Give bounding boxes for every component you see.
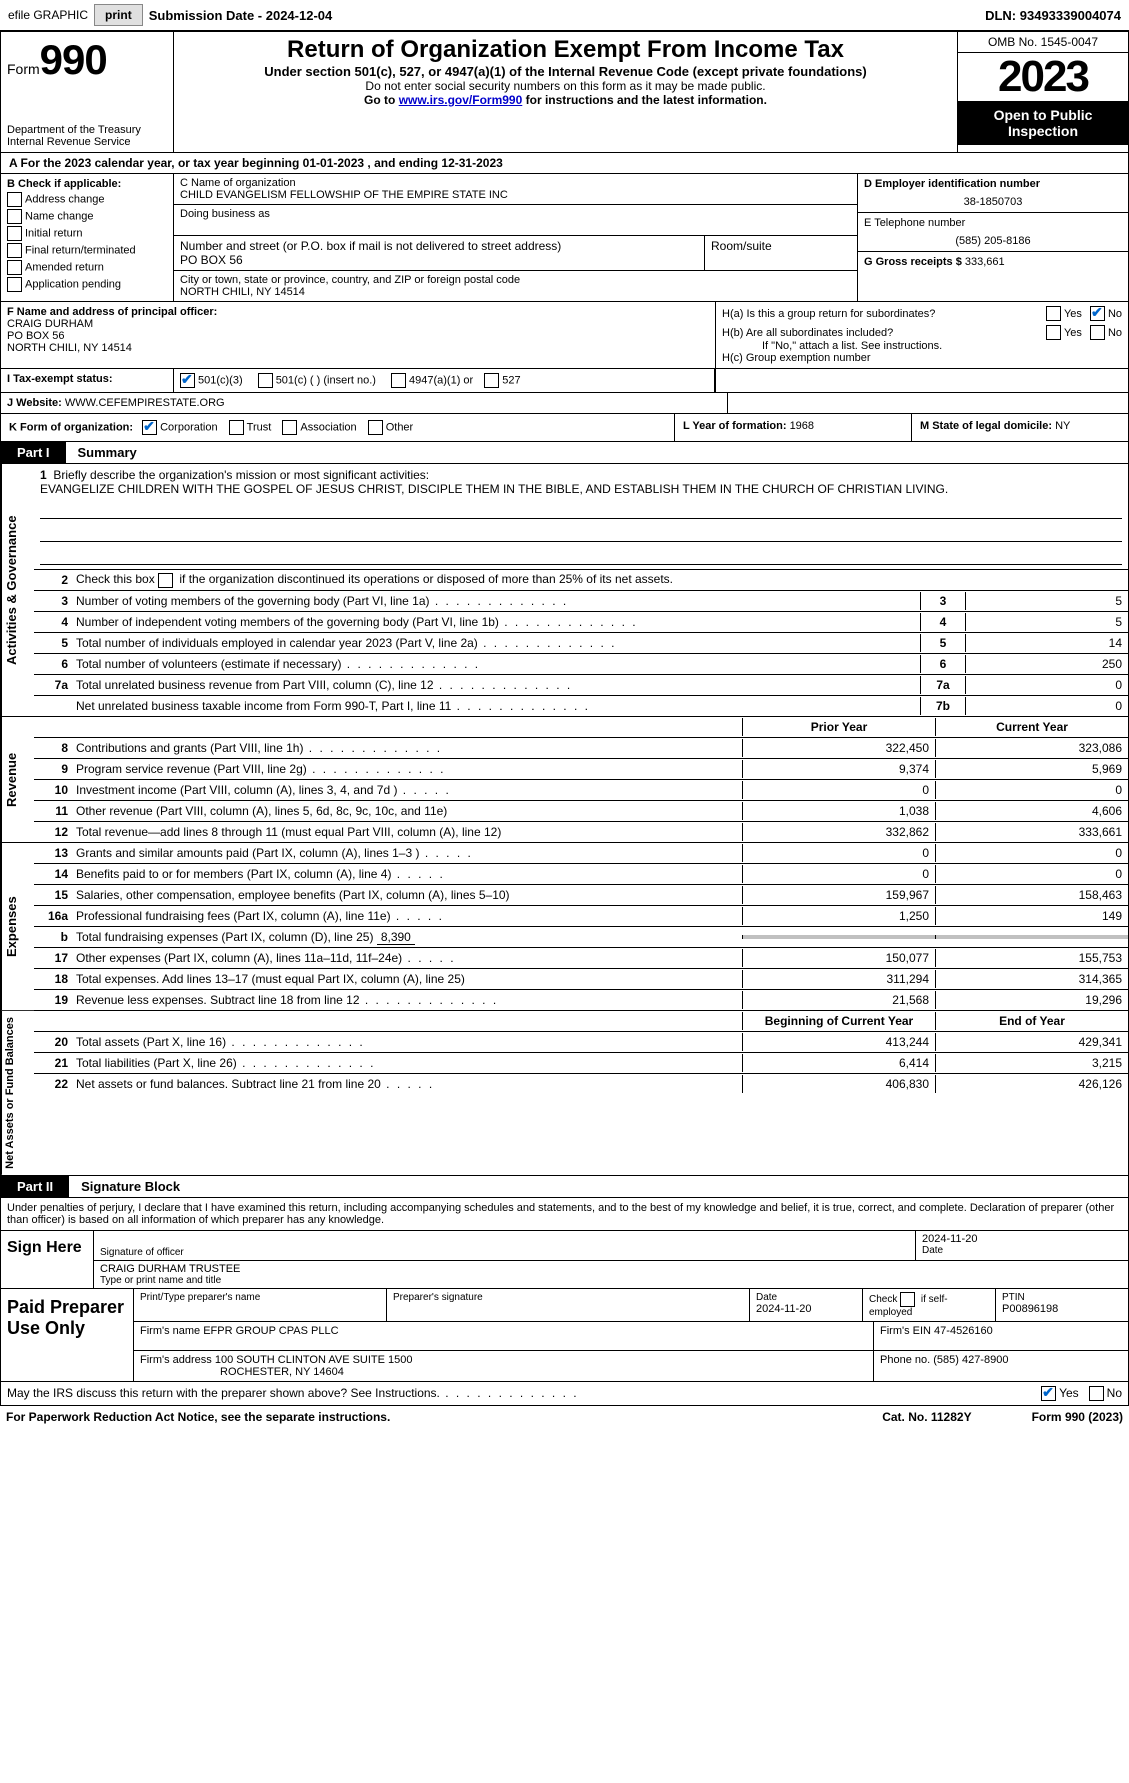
- governance-tab: Activities & Governance: [1, 464, 34, 716]
- checkbox-assoc[interactable]: [282, 420, 297, 435]
- checkbox-discontinued[interactable]: [158, 573, 173, 588]
- revenue-section: Revenue Prior YearCurrent Year 8Contribu…: [0, 717, 1129, 843]
- box-i-label: I Tax-exempt status:: [1, 369, 174, 392]
- sign-date: 2024-11-20: [922, 1233, 1122, 1245]
- checkbox-501c3[interactable]: [180, 373, 195, 388]
- form-title: Return of Organization Exempt From Incom…: [180, 36, 951, 64]
- revenue-tab: Revenue: [1, 717, 34, 842]
- ptin-value: P00896198: [1002, 1303, 1122, 1315]
- gross-receipts: 333,661: [965, 256, 1005, 268]
- checkbox-app-pending[interactable]: [7, 277, 22, 292]
- phone-value: (585) 205-8186: [864, 229, 1122, 247]
- discuss-row: May the IRS discuss this return with the…: [0, 1382, 1129, 1406]
- expenses-tab: Expenses: [1, 843, 34, 1010]
- expenses-section: Expenses 13Grants and similar amounts pa…: [0, 843, 1129, 1011]
- checkbox-trust[interactable]: [229, 420, 244, 435]
- open-public-badge: Open to Public Inspection: [958, 101, 1128, 145]
- dln: DLN: 93493339004074: [985, 8, 1121, 23]
- box-i-options: 501(c)(3) 501(c) ( ) (insert no.) 4947(a…: [174, 369, 715, 392]
- signature-section: Under penalties of perjury, I declare th…: [0, 1198, 1129, 1289]
- ein-value: 38-1850703: [864, 190, 1122, 208]
- officer-block: F Name and address of principal officer:…: [0, 302, 1129, 369]
- line6-value: 250: [965, 655, 1128, 673]
- paid-preparer-section: Paid Preparer Use Only Print/Type prepar…: [0, 1289, 1129, 1382]
- sign-here-label: Sign Here: [1, 1231, 94, 1288]
- efile-label: efile GRAPHIC: [8, 8, 88, 22]
- org-city: NORTH CHILI, NY 14514: [180, 286, 851, 298]
- irs-link[interactable]: www.irs.gov/Form990: [399, 93, 523, 107]
- tax-period: A For the 2023 calendar year, or tax yea…: [0, 153, 1129, 174]
- checkbox-discuss-no[interactable]: [1089, 1386, 1104, 1401]
- penalties-text: Under penalties of perjury, I declare th…: [1, 1198, 1128, 1231]
- firm-phone: (585) 427-8900: [933, 1354, 1008, 1366]
- ssn-note: Do not enter social security numbers on …: [180, 79, 951, 93]
- instructions-link: Go to www.irs.gov/Form990 for instructio…: [180, 93, 951, 107]
- checkbox-self-employed[interactable]: [900, 1292, 915, 1307]
- box-c: C Name of organization CHILD EVANGELISM …: [174, 174, 858, 301]
- line5-value: 14: [965, 634, 1128, 652]
- line4-value: 5: [965, 613, 1128, 631]
- form-header: Form990 Department of the Treasury Inter…: [0, 31, 1129, 153]
- box-d: D Employer identification number 38-1850…: [858, 174, 1128, 213]
- line7b-value: 0: [965, 697, 1128, 715]
- box-m: M State of legal domicile: NY: [912, 414, 1128, 441]
- print-button[interactable]: print: [94, 4, 143, 26]
- status-block: I Tax-exempt status: 501(c)(3) 501(c) ( …: [0, 369, 1129, 393]
- officer-printed-name: CRAIG DURHAM TRUSTEE: [100, 1263, 1122, 1275]
- checkbox-amended[interactable]: [7, 260, 22, 275]
- checkbox-501c[interactable]: [258, 373, 273, 388]
- part1-header: Part I Summary: [0, 442, 1129, 464]
- box-l: L Year of formation: 1968: [675, 414, 912, 441]
- line7a-value: 0: [965, 676, 1128, 694]
- klm-row: K Form of organization: Corporation Trus…: [0, 414, 1129, 442]
- checkbox-527[interactable]: [484, 373, 499, 388]
- form-number: Form990: [7, 36, 167, 84]
- top-bar: efile GRAPHIC print Submission Date - 20…: [0, 0, 1129, 31]
- omb-number: OMB No. 1545-0047: [958, 32, 1128, 53]
- box-k: K Form of organization: Corporation Trus…: [1, 414, 675, 441]
- dept-treasury: Department of the Treasury: [7, 124, 167, 136]
- box-h: H(a) Is this a group return for subordin…: [716, 302, 1128, 368]
- governance-section: Activities & Governance 1 Briefly descri…: [0, 464, 1129, 717]
- checkbox-4947[interactable]: [391, 373, 406, 388]
- box-b: B Check if applicable: Address change Na…: [1, 174, 174, 301]
- tax-year: 2023: [958, 53, 1128, 101]
- website-block: J Website: WWW.CEFEMPIRESTATE.ORG: [0, 393, 1129, 414]
- checkbox-hb-no[interactable]: [1090, 325, 1105, 340]
- checkbox-other[interactable]: [368, 420, 383, 435]
- checkbox-corp[interactable]: [142, 420, 157, 435]
- box-e: E Telephone number (585) 205-8186: [858, 213, 1128, 252]
- part2-header: Part II Signature Block: [0, 1176, 1129, 1198]
- org-street: PO BOX 56: [180, 253, 698, 267]
- checkbox-address-change[interactable]: [7, 192, 22, 207]
- checkbox-hb-yes[interactable]: [1046, 325, 1061, 340]
- firm-ein: 47-4526160: [934, 1325, 993, 1337]
- netassets-tab: Net Assets or Fund Balances: [1, 1011, 34, 1175]
- submission-date: Submission Date - 2024-12-04: [149, 8, 333, 23]
- netassets-section: Net Assets or Fund Balances Beginning of…: [0, 1011, 1129, 1176]
- mission-text: EVANGELIZE CHILDREN WITH THE GOSPEL OF J…: [40, 482, 1122, 496]
- checkbox-discuss-yes[interactable]: [1041, 1386, 1056, 1401]
- checkbox-name-change[interactable]: [7, 209, 22, 224]
- page-footer: For Paperwork Reduction Act Notice, see …: [0, 1406, 1129, 1428]
- box-f: F Name and address of principal officer:…: [1, 302, 716, 368]
- form-subtitle: Under section 501(c), 527, or 4947(a)(1)…: [180, 64, 951, 79]
- checkbox-final-return[interactable]: [7, 243, 22, 258]
- checkbox-initial-return[interactable]: [7, 226, 22, 241]
- line3-value: 5: [965, 592, 1128, 610]
- org-name: CHILD EVANGELISM FELLOWSHIP OF THE EMPIR…: [180, 189, 851, 201]
- box-g: G Gross receipts $ 333,661: [858, 252, 1128, 272]
- paid-preparer-label: Paid Preparer Use Only: [1, 1289, 134, 1381]
- website-value: WWW.CEFEMPIRESTATE.ORG: [65, 397, 225, 409]
- checkbox-ha-no[interactable]: [1090, 306, 1105, 321]
- officer-name: CRAIG DURHAM: [7, 318, 709, 330]
- entity-block: B Check if applicable: Address change Na…: [0, 174, 1129, 302]
- irs-label: Internal Revenue Service: [7, 136, 167, 148]
- firm-name: EFPR GROUP CPAS PLLC: [203, 1325, 338, 1337]
- checkbox-ha-yes[interactable]: [1046, 306, 1061, 321]
